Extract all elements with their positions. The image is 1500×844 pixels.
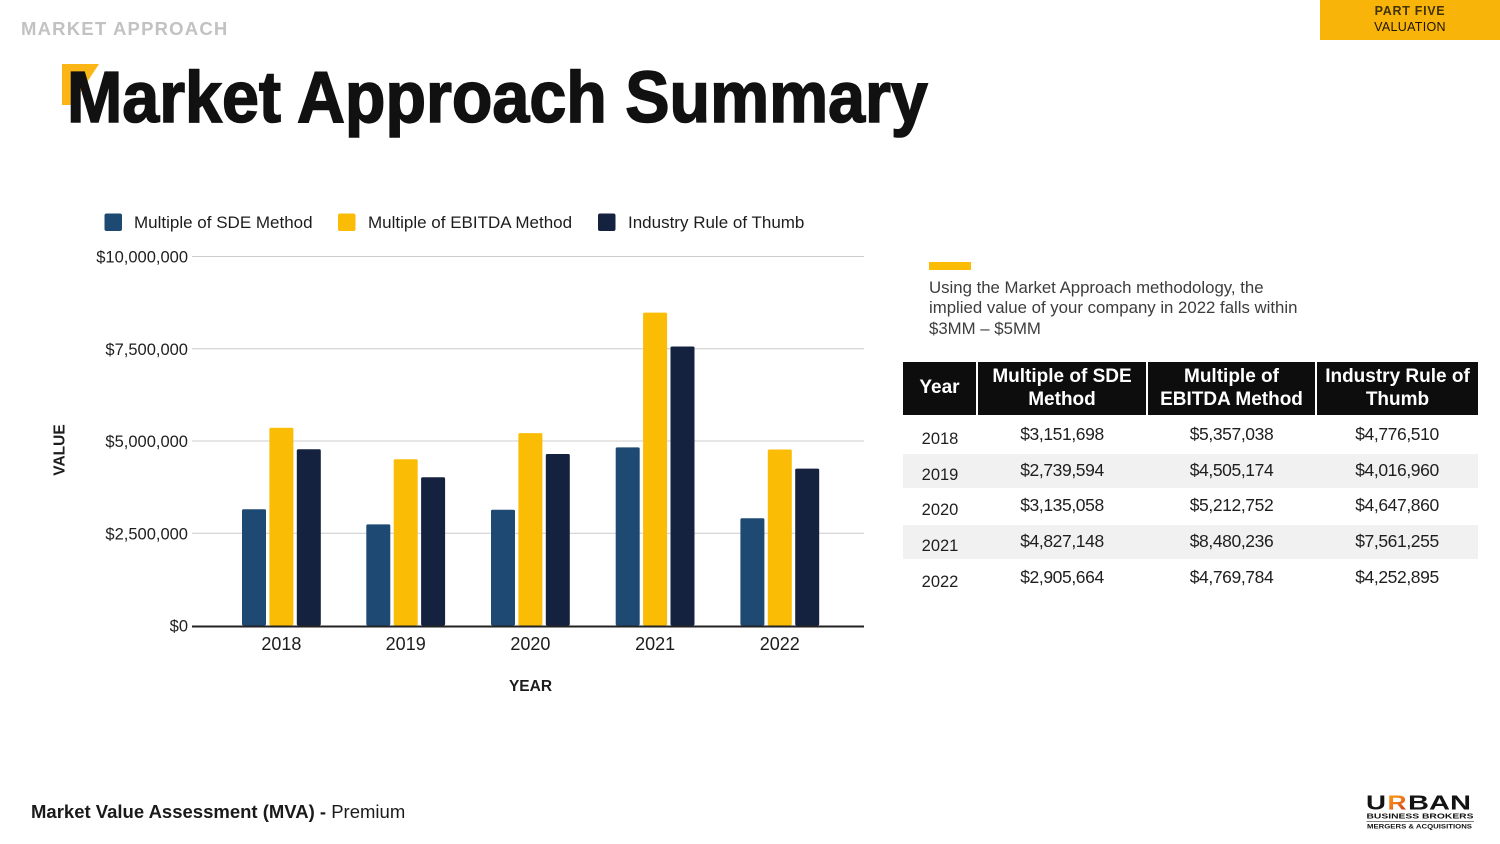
svg-text:U: U	[1366, 792, 1386, 815]
svg-text:2018: 2018	[261, 634, 301, 654]
svg-text:R: R	[1388, 792, 1407, 815]
svg-text:2022: 2022	[760, 634, 800, 654]
svg-text:BUSINESS BROKERS: BUSINESS BROKERS	[1367, 812, 1474, 821]
svg-text:BAN: BAN	[1408, 792, 1471, 815]
svg-text:$2,500,000: $2,500,000	[105, 525, 188, 543]
svg-text:2021: 2021	[635, 634, 675, 654]
svg-text:Multiple of EBITDA Method: Multiple of EBITDA Method	[368, 213, 572, 232]
svg-text:MERGERS & ACQUISITIONS: MERGERS & ACQUISITIONS	[1367, 825, 1472, 831]
svg-text:$7,500,000: $7,500,000	[105, 341, 188, 359]
svg-text:$0: $0	[170, 618, 188, 636]
svg-text:$5,000,000: $5,000,000	[105, 433, 188, 451]
svg-text:$10,000,000: $10,000,000	[96, 249, 188, 267]
svg-text:2019: 2019	[386, 634, 426, 654]
svg-text:Multiple of SDE Method: Multiple of SDE Method	[134, 213, 313, 232]
svg-text:2020: 2020	[510, 634, 550, 654]
svg-text:VALUE: VALUE	[52, 424, 69, 475]
svg-text:Industry Rule of Thumb: Industry Rule of Thumb	[628, 213, 804, 232]
svg-text:YEAR: YEAR	[509, 678, 552, 695]
